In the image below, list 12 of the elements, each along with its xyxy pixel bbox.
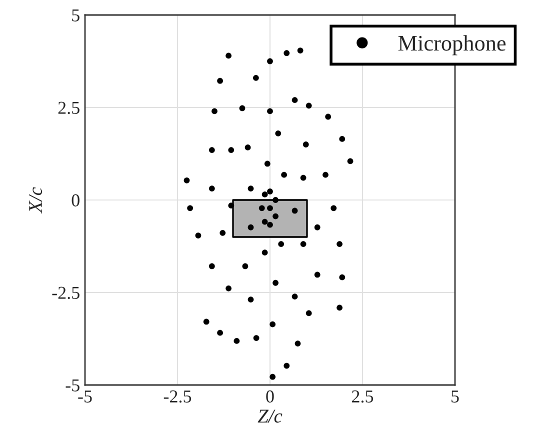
x-tick-label: 2.5 — [352, 390, 374, 403]
x-axis-title: Z/c — [258, 410, 282, 423]
y-axis-title: X/c — [29, 187, 42, 214]
x-tick-label: -2.5 — [164, 390, 192, 403]
y-tick-label: 0 — [72, 194, 80, 206]
y-tick-label: 2.5 — [58, 102, 80, 114]
y-tick-label: 5 — [72, 9, 80, 22]
y-tick-label: -5 — [66, 379, 80, 392]
y-tick-label: -2.5 — [52, 286, 80, 300]
legend-label: Microphone — [398, 35, 506, 56]
x-tick-label: 0 — [266, 390, 274, 403]
x-tick-label: 5 — [452, 390, 459, 403]
